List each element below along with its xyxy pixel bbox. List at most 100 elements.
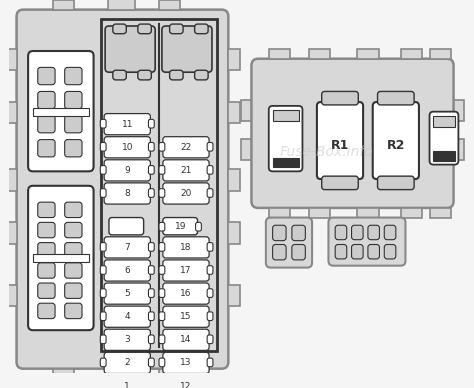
FancyBboxPatch shape: [64, 140, 82, 157]
FancyBboxPatch shape: [317, 102, 363, 179]
FancyBboxPatch shape: [148, 189, 154, 197]
FancyBboxPatch shape: [377, 176, 414, 190]
FancyBboxPatch shape: [148, 242, 154, 251]
FancyBboxPatch shape: [207, 189, 213, 197]
FancyBboxPatch shape: [38, 116, 55, 133]
Bar: [357, 208, 379, 218]
Bar: [5, 49, 17, 70]
Text: 12: 12: [180, 381, 191, 388]
FancyBboxPatch shape: [100, 335, 106, 344]
Text: 9: 9: [124, 166, 130, 175]
FancyBboxPatch shape: [266, 218, 312, 268]
FancyBboxPatch shape: [195, 70, 208, 80]
FancyBboxPatch shape: [28, 186, 93, 330]
FancyBboxPatch shape: [100, 312, 106, 320]
FancyBboxPatch shape: [335, 225, 347, 240]
FancyBboxPatch shape: [207, 142, 213, 151]
Bar: [309, 208, 330, 218]
Bar: [53, 369, 74, 378]
Text: R2: R2: [387, 139, 405, 152]
FancyBboxPatch shape: [328, 218, 405, 266]
Bar: [273, 158, 299, 168]
FancyBboxPatch shape: [170, 70, 183, 80]
Text: 20: 20: [180, 189, 191, 198]
Text: 7: 7: [124, 243, 130, 252]
FancyBboxPatch shape: [104, 329, 150, 350]
Bar: [429, 49, 451, 59]
FancyBboxPatch shape: [38, 92, 55, 109]
FancyBboxPatch shape: [100, 266, 106, 274]
FancyBboxPatch shape: [100, 289, 106, 298]
FancyBboxPatch shape: [104, 352, 150, 374]
FancyBboxPatch shape: [373, 102, 419, 179]
FancyBboxPatch shape: [207, 358, 213, 367]
FancyBboxPatch shape: [113, 70, 126, 80]
Text: 14: 14: [180, 335, 191, 344]
Bar: [269, 208, 290, 218]
FancyBboxPatch shape: [163, 283, 209, 304]
Bar: [228, 170, 240, 191]
Bar: [228, 285, 240, 306]
FancyBboxPatch shape: [64, 222, 82, 238]
FancyBboxPatch shape: [105, 26, 155, 72]
Text: R1: R1: [331, 139, 349, 152]
FancyBboxPatch shape: [17, 10, 228, 369]
Bar: [33, 254, 89, 262]
Bar: [433, 116, 455, 127]
FancyBboxPatch shape: [104, 114, 150, 135]
FancyBboxPatch shape: [384, 225, 396, 240]
FancyBboxPatch shape: [273, 225, 286, 241]
Bar: [5, 222, 17, 244]
FancyBboxPatch shape: [38, 140, 55, 157]
FancyBboxPatch shape: [148, 166, 154, 174]
FancyBboxPatch shape: [100, 242, 106, 251]
FancyBboxPatch shape: [148, 266, 154, 274]
FancyBboxPatch shape: [148, 120, 154, 128]
FancyBboxPatch shape: [292, 244, 305, 260]
FancyBboxPatch shape: [163, 352, 209, 374]
Bar: [454, 139, 464, 160]
FancyBboxPatch shape: [159, 142, 165, 151]
FancyBboxPatch shape: [64, 242, 82, 258]
FancyBboxPatch shape: [148, 312, 154, 320]
FancyBboxPatch shape: [269, 106, 302, 171]
FancyBboxPatch shape: [377, 92, 414, 105]
FancyBboxPatch shape: [162, 26, 212, 72]
FancyBboxPatch shape: [159, 335, 165, 344]
Bar: [159, 369, 180, 378]
FancyBboxPatch shape: [384, 244, 396, 259]
FancyBboxPatch shape: [163, 329, 209, 350]
Bar: [241, 139, 251, 160]
FancyBboxPatch shape: [104, 160, 150, 181]
FancyBboxPatch shape: [64, 68, 82, 85]
FancyBboxPatch shape: [429, 112, 458, 165]
FancyBboxPatch shape: [104, 183, 150, 204]
FancyBboxPatch shape: [64, 92, 82, 109]
FancyBboxPatch shape: [159, 381, 165, 388]
FancyBboxPatch shape: [64, 303, 82, 319]
Bar: [228, 49, 240, 70]
Text: 8: 8: [124, 189, 130, 198]
FancyBboxPatch shape: [195, 24, 208, 34]
FancyBboxPatch shape: [100, 142, 106, 151]
FancyBboxPatch shape: [163, 376, 209, 388]
FancyBboxPatch shape: [64, 283, 82, 298]
FancyBboxPatch shape: [104, 376, 150, 388]
FancyBboxPatch shape: [104, 137, 150, 158]
Bar: [273, 110, 299, 121]
Text: 5: 5: [124, 289, 130, 298]
FancyBboxPatch shape: [64, 202, 82, 218]
FancyBboxPatch shape: [322, 92, 358, 105]
FancyBboxPatch shape: [352, 225, 363, 240]
FancyBboxPatch shape: [38, 303, 55, 319]
FancyBboxPatch shape: [352, 244, 363, 259]
FancyBboxPatch shape: [251, 59, 454, 208]
FancyBboxPatch shape: [335, 244, 347, 259]
FancyBboxPatch shape: [273, 244, 286, 260]
FancyBboxPatch shape: [368, 225, 380, 240]
FancyBboxPatch shape: [148, 335, 154, 344]
FancyBboxPatch shape: [38, 222, 55, 238]
Text: 22: 22: [181, 143, 191, 152]
Bar: [433, 151, 455, 161]
FancyBboxPatch shape: [163, 237, 209, 258]
